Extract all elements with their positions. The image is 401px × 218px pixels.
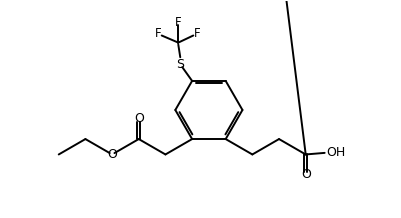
Text: O: O [300, 169, 310, 182]
Text: O: O [107, 148, 117, 161]
Text: F: F [193, 27, 200, 40]
Text: F: F [154, 27, 161, 40]
Text: S: S [176, 58, 184, 71]
Text: O: O [134, 112, 143, 125]
Text: OH: OH [326, 146, 344, 159]
Text: F: F [174, 15, 181, 29]
